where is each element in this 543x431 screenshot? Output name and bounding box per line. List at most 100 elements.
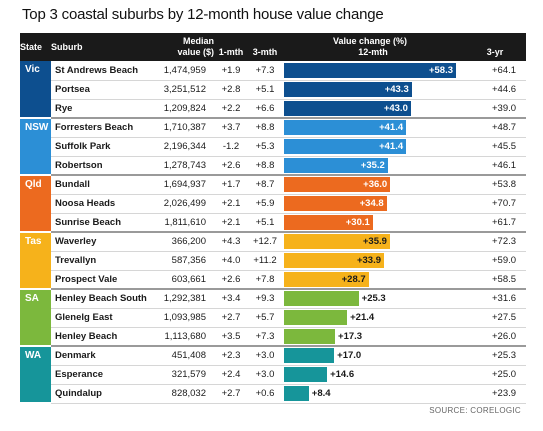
twelve-month-bar-cell: +43.0 [282,99,464,119]
twelve-month-value-label: +35.9 [362,236,387,248]
twelve-month-value-label: +14.6 [330,369,355,380]
median-value-cell: 3,251,512 [151,80,214,100]
twelve-month-bar-cell: +34.8 [282,194,464,214]
median-value-cell: 366,200 [151,232,214,252]
twelve-month-bar: +34.8 [284,196,387,211]
three-year-change-cell: +53.8 [464,175,527,195]
median-value-cell: 603,661 [151,270,214,290]
twelve-month-bar: +41.4 [284,139,407,154]
median-value-cell: 1,093,985 [151,308,214,328]
median-value-cell: 2,026,499 [151,194,214,214]
twelve-month-bar: +43.3 [284,82,412,97]
three-month-change-cell: +11.2 [248,251,282,271]
three-year-change-cell: +61.7 [464,213,527,233]
twelve-month-bar-cell: +30.1 [282,213,464,233]
table-header: State Suburb Median Value change (%) val… [20,33,527,61]
suburb-cell: Trevallyn [51,251,151,271]
table-row: Qld Bundall 1,694,937 +1.7 +8.7 +36.0 +53.8 [20,175,527,233]
one-month-change-cell: +2.6 [214,270,248,290]
twelve-month-bar: +43.0 [284,100,411,116]
table-row: Glenelg East 1,093,985 +2.7 +5.7 +21.4 +27.5 [20,308,527,328]
state-cell: NSW [20,118,51,176]
table-row: Vic St Andrews Beach 1,474,959 +1.9 +7.3 +58.… [20,61,527,119]
table-row: SA Henley Beach South 1,292,381 +3.4 +9.3 +25… [20,289,527,347]
twelve-month-value-label: +21.4 [350,312,375,323]
twelve-month-value-label: +58.3 [428,64,453,76]
twelve-month-bar-cell: +33.9 [282,251,464,271]
one-month-change-cell: +2.8 [214,80,248,100]
state-cell: Vic [20,61,51,119]
median-header-line2: value ($) [151,47,214,61]
twelve-month-bar: +33.9 [284,253,384,268]
three-month-change-cell: +5.3 [248,137,282,157]
table-row: Prospect Vale 603,661 +2.6 +7.8 +28.7 +58.5 [20,270,527,290]
suburb-cell: Sunrise Beach [51,213,151,233]
three-month-change-cell: +0.6 [248,384,282,404]
twelve-month-bar: +17.3 [284,328,362,344]
one-month-change-cell: +2.4 [214,365,248,385]
median-value-cell: 1,474,959 [151,61,214,81]
suburb-cell: Prospect Vale [51,270,151,290]
suburb-cell: Esperance [51,365,151,385]
twelve-month-value-label: +36.0 [363,179,388,191]
one-month-header: 1-mth [214,47,248,61]
twelve-month-bar: +35.2 [284,157,388,173]
three-month-change-cell: +8.8 [248,156,282,176]
one-month-change-cell: +3.7 [214,118,248,138]
one-month-change-cell: +3.5 [214,327,248,347]
table-row: Portsea 3,251,512 +2.8 +5.1 +43.3 +44.6 [20,80,527,100]
twelve-month-bar: +58.3 [284,62,456,78]
median-value-cell: 1,113,680 [151,327,214,347]
table-row: Quindalup 828,032 +2.7 +0.6 +8.4 +23.9 [20,384,527,404]
chart-title: Top 3 coastal suburbs by 12-month house … [22,6,384,23]
twelve-month-value-label: +34.8 [359,198,384,209]
state-header: State [20,33,51,61]
median-value-cell: 321,579 [151,365,214,385]
three-month-change-cell: +5.1 [248,213,282,233]
median-value-cell: 828,032 [151,384,214,404]
median-value-cell: 1,694,937 [151,175,214,195]
one-month-change-cell: +1.9 [214,61,248,81]
twelve-month-bar-cell: +41.4 [282,137,464,157]
three-year-change-cell: +48.7 [464,118,527,138]
three-year-change-cell: +31.6 [464,289,527,309]
three-month-change-cell: +9.3 [248,289,282,309]
one-month-change-cell: +2.7 [214,384,248,404]
twelve-month-bar-cell: +28.7 [282,270,464,290]
suburb-cell: Forresters Beach [51,118,151,138]
twelve-month-bar: +36.0 [284,177,391,193]
three-year-change-cell: +27.5 [464,308,527,328]
suburb-table: State Suburb Median Value change (%) val… [20,33,527,404]
suburb-cell: Quindalup [51,384,151,404]
twelve-month-bar: +8.4 [284,386,331,401]
twelve-month-bar-cell: +43.3 [282,80,464,100]
median-value-cell: 1,209,824 [151,99,214,119]
three-month-change-cell: +7.3 [248,327,282,347]
one-month-change-cell: +4.3 [214,232,248,252]
suburb-cell: Bundall [51,175,151,195]
three-month-change-cell: +7.8 [248,270,282,290]
table-row: Noosa Heads 2,026,499 +2.1 +5.9 +34.8 +70.7 [20,194,527,214]
twelve-month-bar: +21.4 [284,310,374,325]
table-body: Vic St Andrews Beach 1,474,959 +1.9 +7.3 +58.… [20,61,527,404]
twelve-month-bar-cell: +41.4 [282,118,464,138]
three-month-change-cell: +5.1 [248,80,282,100]
twelve-month-value-label: +25.3 [361,293,386,305]
median-header-line1: Median [151,33,214,47]
suburb-cell: Portsea [51,80,151,100]
three-month-change-cell: +7.3 [248,61,282,81]
suburb-cell: Suffolk Park [51,137,151,157]
suburb-cell: Noosa Heads [51,194,151,214]
twelve-month-bar-cell: +25.3 [282,289,464,309]
twelve-month-bar: +17.0 [284,348,361,364]
suburb-cell: Henley Beach South [51,289,151,309]
table-row: Trevallyn 587,356 +4.0 +11.2 +33.9 +59.0 [20,251,527,271]
three-month-change-cell: +3.0 [248,346,282,366]
state-cell: WA [20,346,51,404]
table-row: Robertson 1,278,743 +2.6 +8.8 +35.2 +46.1 [20,156,527,176]
suburb-cell: Rye [51,99,151,119]
table-row: Rye 1,209,824 +2.2 +6.6 +43.0 +39.0 [20,99,527,119]
median-value-cell: 1,811,610 [151,213,214,233]
three-month-header: 3-mth [248,47,282,61]
one-month-change-cell: +2.7 [214,308,248,328]
